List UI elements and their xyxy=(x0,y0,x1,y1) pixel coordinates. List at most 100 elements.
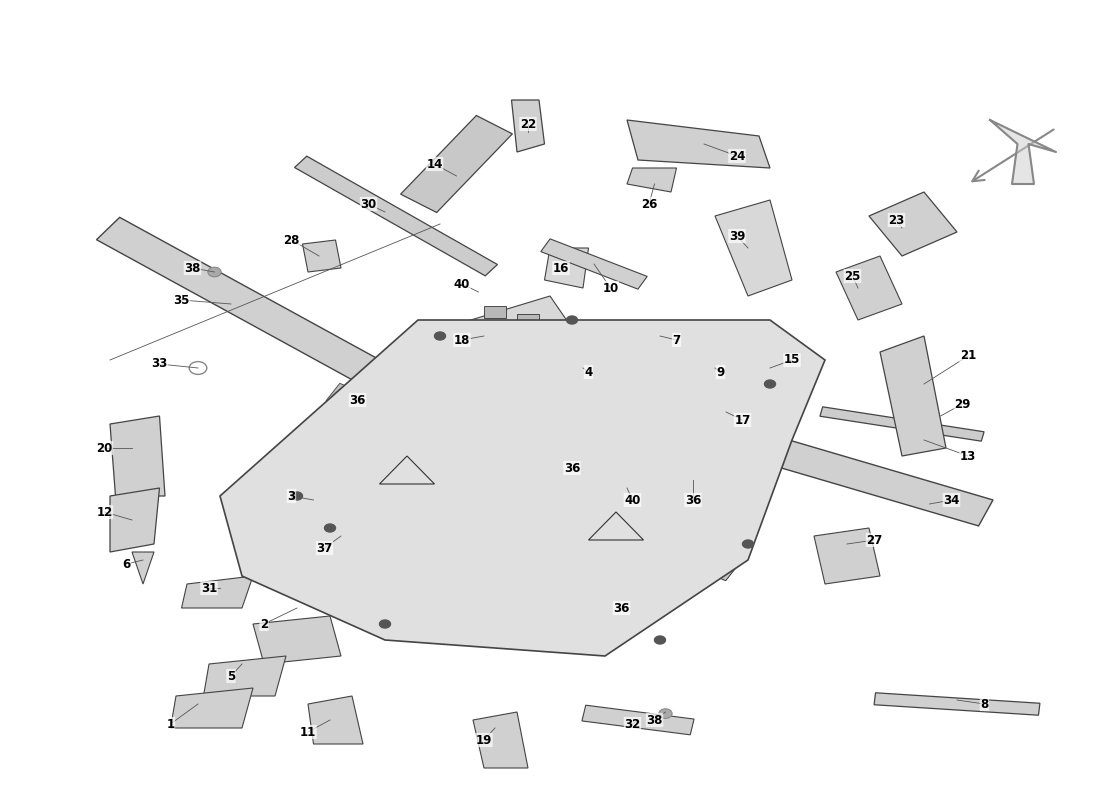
Text: 16: 16 xyxy=(553,262,569,274)
Text: 20: 20 xyxy=(97,442,112,454)
Text: 18: 18 xyxy=(454,334,470,346)
Polygon shape xyxy=(549,353,595,383)
Text: 24: 24 xyxy=(729,150,745,162)
Circle shape xyxy=(292,492,302,500)
Polygon shape xyxy=(418,296,583,376)
Polygon shape xyxy=(308,696,363,744)
Bar xyxy=(484,306,506,318)
Text: 6: 6 xyxy=(122,558,131,570)
Polygon shape xyxy=(326,383,378,417)
Text: 23: 23 xyxy=(889,214,904,226)
Circle shape xyxy=(566,316,578,324)
Polygon shape xyxy=(570,443,640,485)
Polygon shape xyxy=(328,395,398,437)
Polygon shape xyxy=(990,120,1056,184)
Text: 36: 36 xyxy=(564,462,580,474)
Polygon shape xyxy=(582,705,694,735)
Polygon shape xyxy=(869,192,957,256)
Text: 19: 19 xyxy=(476,734,492,746)
Polygon shape xyxy=(394,459,464,501)
Text: 29: 29 xyxy=(955,398,970,410)
Text: 35: 35 xyxy=(174,294,189,306)
Polygon shape xyxy=(591,386,993,526)
Polygon shape xyxy=(427,491,497,533)
Text: 37: 37 xyxy=(317,542,332,554)
Text: 40: 40 xyxy=(625,494,640,506)
Text: 36: 36 xyxy=(614,602,629,614)
Text: 12: 12 xyxy=(97,506,112,518)
Text: 9: 9 xyxy=(716,366,725,378)
Circle shape xyxy=(764,380,776,388)
Polygon shape xyxy=(253,616,341,664)
Text: 4: 4 xyxy=(584,366,593,378)
Bar xyxy=(473,338,495,350)
Text: 3: 3 xyxy=(287,490,296,502)
Text: 14: 14 xyxy=(427,158,442,170)
Text: 36: 36 xyxy=(685,494,701,506)
Polygon shape xyxy=(204,656,286,696)
Text: 28: 28 xyxy=(284,234,299,246)
Polygon shape xyxy=(601,591,653,625)
Bar xyxy=(451,322,473,334)
Polygon shape xyxy=(681,399,771,433)
Text: 25: 25 xyxy=(845,270,860,282)
Polygon shape xyxy=(220,320,825,656)
Circle shape xyxy=(742,540,754,548)
Polygon shape xyxy=(627,120,770,168)
Circle shape xyxy=(654,636,666,644)
Circle shape xyxy=(208,267,221,277)
Text: 26: 26 xyxy=(641,198,657,210)
Polygon shape xyxy=(460,523,530,565)
Text: 27: 27 xyxy=(867,534,882,546)
Polygon shape xyxy=(97,218,453,422)
Polygon shape xyxy=(874,693,1040,715)
Polygon shape xyxy=(667,463,719,497)
Polygon shape xyxy=(110,416,165,496)
Polygon shape xyxy=(302,240,341,272)
Polygon shape xyxy=(132,552,154,584)
Polygon shape xyxy=(836,256,902,320)
Text: 2: 2 xyxy=(260,618,268,630)
Polygon shape xyxy=(814,528,880,584)
Text: 30: 30 xyxy=(361,198,376,210)
Polygon shape xyxy=(544,248,588,288)
Polygon shape xyxy=(512,100,544,152)
Text: 40: 40 xyxy=(454,278,470,290)
Text: 38: 38 xyxy=(185,262,200,274)
Polygon shape xyxy=(537,411,607,453)
Polygon shape xyxy=(691,356,739,380)
Polygon shape xyxy=(361,427,431,469)
Polygon shape xyxy=(744,342,796,394)
Circle shape xyxy=(379,620,390,628)
Text: 1: 1 xyxy=(166,718,175,730)
Circle shape xyxy=(659,709,672,718)
Polygon shape xyxy=(669,539,739,581)
Text: 31: 31 xyxy=(201,582,217,594)
Polygon shape xyxy=(630,322,690,350)
Text: 21: 21 xyxy=(960,350,976,362)
Polygon shape xyxy=(603,475,673,517)
Polygon shape xyxy=(880,336,946,456)
Bar xyxy=(517,314,539,326)
Circle shape xyxy=(324,524,336,532)
Polygon shape xyxy=(557,447,609,481)
Text: 7: 7 xyxy=(672,334,681,346)
Polygon shape xyxy=(295,156,497,276)
Text: 39: 39 xyxy=(729,230,745,242)
Text: 5: 5 xyxy=(227,670,235,682)
Polygon shape xyxy=(324,526,358,546)
Polygon shape xyxy=(110,488,160,552)
Text: 36: 36 xyxy=(350,394,365,406)
Text: 15: 15 xyxy=(784,354,800,366)
Polygon shape xyxy=(264,496,319,536)
Text: 17: 17 xyxy=(735,414,750,426)
Polygon shape xyxy=(636,507,706,549)
Polygon shape xyxy=(627,168,676,192)
Text: 13: 13 xyxy=(960,450,976,462)
Polygon shape xyxy=(715,200,792,296)
Polygon shape xyxy=(820,407,984,441)
Polygon shape xyxy=(541,239,647,289)
Text: 33: 33 xyxy=(152,358,167,370)
Polygon shape xyxy=(400,115,513,213)
Text: 8: 8 xyxy=(980,698,989,710)
